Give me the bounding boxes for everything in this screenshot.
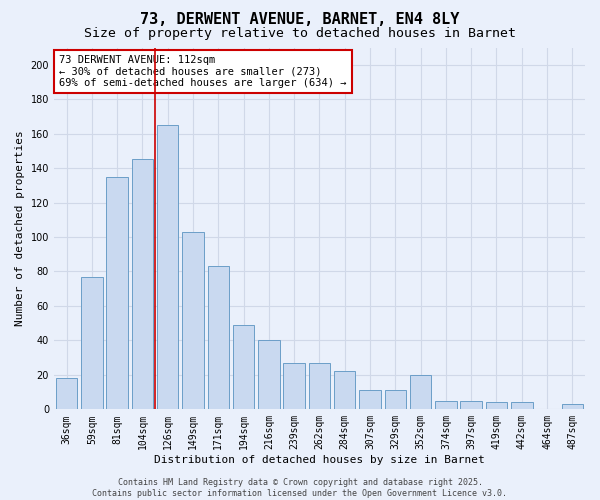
Text: 73, DERWENT AVENUE, BARNET, EN4 8LY: 73, DERWENT AVENUE, BARNET, EN4 8LY bbox=[140, 12, 460, 28]
Bar bbox=[460, 400, 482, 409]
Bar bbox=[562, 404, 583, 409]
Text: 73 DERWENT AVENUE: 112sqm
← 30% of detached houses are smaller (273)
69% of semi: 73 DERWENT AVENUE: 112sqm ← 30% of detac… bbox=[59, 54, 347, 88]
Bar bbox=[486, 402, 507, 409]
Bar bbox=[182, 232, 204, 410]
Bar bbox=[56, 378, 77, 410]
Bar bbox=[359, 390, 381, 409]
Bar bbox=[283, 363, 305, 410]
X-axis label: Distribution of detached houses by size in Barnet: Distribution of detached houses by size … bbox=[154, 455, 485, 465]
Bar bbox=[385, 390, 406, 409]
Bar bbox=[511, 402, 533, 409]
Bar bbox=[334, 372, 355, 410]
Bar bbox=[81, 276, 103, 409]
Bar bbox=[106, 176, 128, 410]
Bar bbox=[157, 125, 178, 410]
Y-axis label: Number of detached properties: Number of detached properties bbox=[15, 130, 25, 326]
Bar bbox=[410, 375, 431, 410]
Bar bbox=[435, 400, 457, 409]
Bar bbox=[208, 266, 229, 410]
Bar bbox=[233, 325, 254, 409]
Text: Contains HM Land Registry data © Crown copyright and database right 2025.
Contai: Contains HM Land Registry data © Crown c… bbox=[92, 478, 508, 498]
Bar bbox=[309, 363, 330, 410]
Bar bbox=[258, 340, 280, 409]
Bar bbox=[131, 160, 153, 410]
Text: Size of property relative to detached houses in Barnet: Size of property relative to detached ho… bbox=[84, 28, 516, 40]
